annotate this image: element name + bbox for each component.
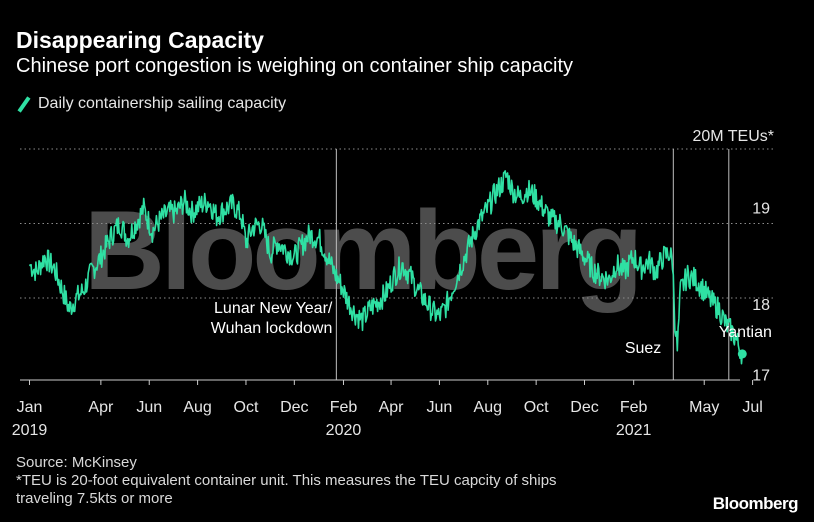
x-tick-label: Jun xyxy=(427,399,453,416)
y-tick-label: 19 xyxy=(752,201,770,218)
y-tick-label: 17 xyxy=(752,368,770,385)
label-layer: 17 18 19 20M TEUs* Jan 2019 Apr Jun Aug Oct Dec Feb… xyxy=(12,128,774,439)
x-tick-label: Aug xyxy=(183,399,211,416)
footer-note: *TEU is 20-foot equivalent container uni… xyxy=(16,472,557,489)
x-year-label: 2021 xyxy=(616,422,652,439)
x-tick-label: Jan xyxy=(17,399,43,416)
x-tick-label: May xyxy=(689,399,719,416)
x-year-label: 2019 xyxy=(12,422,48,439)
x-tick-label: Apr xyxy=(88,399,114,416)
legend: Daily containership sailing capacity xyxy=(17,95,287,113)
axis-layer xyxy=(20,379,754,385)
event-label: Yantian xyxy=(719,324,772,341)
x-tick-label: Jul xyxy=(742,399,762,416)
footer-source: Source: McKinsey xyxy=(16,454,137,471)
end-marker xyxy=(737,349,747,359)
y-tick-label: 18 xyxy=(752,297,770,314)
event-label: Wuhan lockdown xyxy=(211,320,333,337)
x-tick-label: Dec xyxy=(570,399,598,416)
event-label: Lunar New Year/ xyxy=(214,300,333,317)
series-line xyxy=(28,170,744,365)
x-tick-label: Oct xyxy=(234,399,259,416)
x-tick-label: Oct xyxy=(524,399,549,416)
x-tick-label: Aug xyxy=(474,399,502,416)
event-layer xyxy=(335,149,730,380)
x-tick-label: Apr xyxy=(379,399,405,416)
x-tick-label: Dec xyxy=(280,399,308,416)
chart-subtitle: Chinese port congestion is weighing on c… xyxy=(16,55,574,77)
y-unit-label: 20M TEUs* xyxy=(692,128,774,145)
chart-title: Disappearing Capacity xyxy=(16,27,264,53)
x-tick-label: Jun xyxy=(136,399,162,416)
bloomberg-logo: Bloomberg xyxy=(712,494,799,513)
footer-note-continued: traveling 7.5kts or more xyxy=(16,490,173,507)
event-label: Suez xyxy=(625,340,661,357)
series-layer xyxy=(28,170,747,365)
x-year-label: 2020 xyxy=(326,422,362,439)
legend-label: Daily containership sailing capacity xyxy=(38,95,287,112)
x-tick-label: Feb xyxy=(620,399,648,416)
x-tick-label: Feb xyxy=(330,399,358,416)
